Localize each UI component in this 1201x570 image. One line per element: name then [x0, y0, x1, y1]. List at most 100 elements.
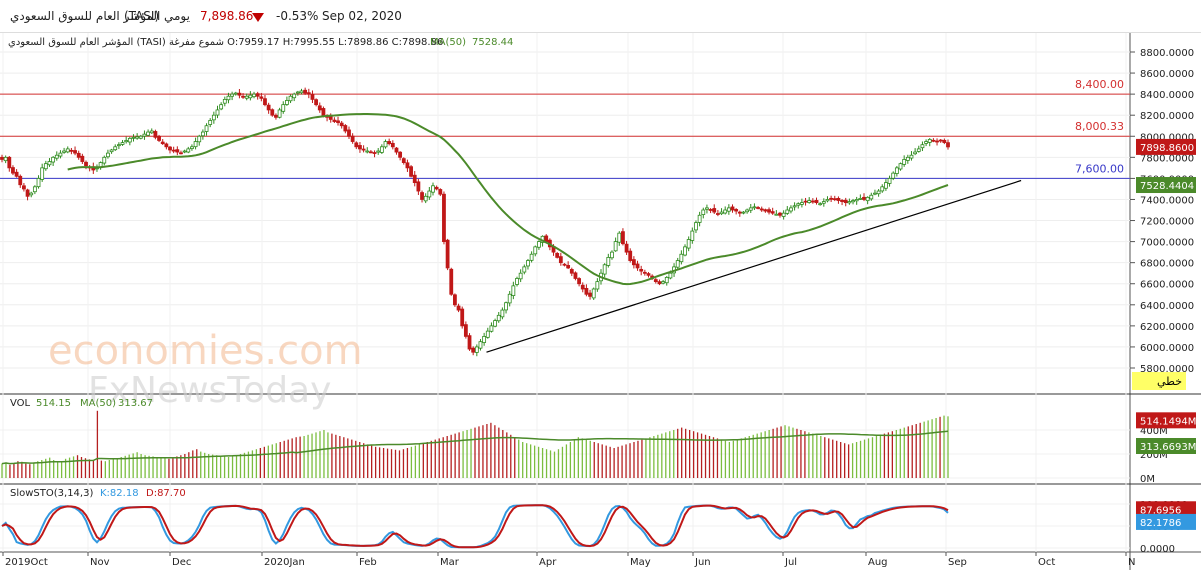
candle-body — [25, 189, 30, 197]
candle-body — [369, 151, 373, 154]
candle-body — [43, 163, 48, 170]
candle-body — [65, 148, 70, 153]
candle-body — [241, 95, 245, 98]
candle-body — [566, 265, 571, 269]
candle-body — [73, 150, 77, 154]
price-tick-label: 7800.0000 — [1140, 153, 1194, 164]
candle-body — [694, 222, 698, 231]
price-tick-label: 7000.0000 — [1140, 238, 1194, 249]
volume-ma-label: MA(50) — [80, 398, 116, 409]
candle-body — [463, 324, 468, 337]
time-tick-label: Dec — [172, 557, 191, 568]
candle-body — [270, 109, 275, 116]
price-tick-label: 8800.0000 — [1140, 48, 1194, 59]
candle-body — [179, 152, 183, 155]
candle-body — [726, 207, 731, 212]
candle-body — [847, 201, 852, 204]
price-tick-label: 6800.0000 — [1140, 259, 1194, 270]
candle-body — [266, 104, 271, 111]
candle-body — [69, 149, 74, 152]
volume-legend-label: VOL — [10, 398, 31, 409]
candle-body — [219, 104, 224, 110]
candle-body — [248, 94, 253, 99]
candle-body — [759, 208, 764, 211]
candle-body — [18, 175, 23, 186]
stoch-tick-label: 0.0000 — [1140, 544, 1175, 555]
level-label: 7,600.00 — [1075, 162, 1124, 175]
candle-body — [62, 150, 66, 153]
time-tick-label: Oct — [1038, 557, 1055, 568]
candle-body — [873, 192, 877, 195]
candle-body — [365, 150, 370, 153]
price-panel[interactable] — [0, 33, 1130, 394]
candle-body — [190, 146, 194, 149]
candle-body — [460, 308, 465, 327]
candle-body — [310, 94, 315, 100]
stoch-k-tag: 82.1786 — [1140, 518, 1181, 529]
time-tick-label: 2019Oct — [5, 557, 48, 568]
candle-body — [905, 156, 910, 161]
volume-bars — [1, 410, 949, 478]
candle-body — [723, 209, 728, 214]
candle-body — [628, 250, 633, 261]
line-tool-tag[interactable] — [1132, 372, 1186, 390]
candle-body — [412, 174, 417, 184]
candle-body — [58, 152, 63, 157]
candle-body — [427, 190, 432, 198]
stoch-k-tag-box — [1136, 513, 1196, 530]
candle-body — [54, 154, 59, 159]
candle-body — [617, 232, 622, 243]
price-tick-label: 8600.0000 — [1140, 69, 1194, 80]
candle-body — [252, 93, 256, 98]
candle-body — [705, 207, 709, 210]
candle-body — [734, 209, 739, 212]
candle-body — [116, 144, 121, 147]
candle-body — [778, 212, 782, 216]
candle-body — [573, 272, 578, 279]
candle-body — [127, 137, 132, 143]
candle-body — [770, 211, 775, 214]
candle-body — [237, 92, 242, 96]
candle-body — [420, 192, 424, 200]
volume-axis: 400M 200M 0M — [0, 426, 1168, 485]
candle-body — [124, 140, 129, 143]
candle-body — [869, 194, 874, 200]
ma50-line — [67, 113, 949, 286]
candle-body — [372, 152, 377, 154]
candle-body — [142, 133, 147, 137]
price-tick-label: 8200.0000 — [1140, 111, 1194, 122]
candle-body — [774, 213, 779, 216]
candle-body — [153, 131, 158, 138]
candle-body — [880, 186, 885, 192]
volume-tick-label: 0M — [1140, 474, 1155, 485]
price-tick-label: 6200.0000 — [1140, 322, 1194, 333]
candle-body — [259, 96, 264, 99]
candle-body — [3, 156, 8, 162]
ma-legend-value: 7528.44 — [472, 37, 513, 48]
candle-body — [328, 116, 333, 120]
candle-body — [836, 197, 841, 201]
level-label: 8,400.00 — [1075, 78, 1124, 91]
period: يومي — [164, 9, 190, 23]
stoch-d-tag-box — [1136, 501, 1196, 518]
candle-body — [120, 142, 125, 145]
candle-body — [14, 171, 19, 177]
price-tick-label: 6600.0000 — [1140, 280, 1194, 291]
time-tick-label: May — [630, 557, 651, 568]
candle-body — [292, 93, 297, 99]
candle-body — [149, 130, 154, 134]
trend-line[interactable] — [486, 179, 1022, 353]
candle-body — [204, 125, 209, 132]
candle-body — [511, 285, 516, 296]
candle-body — [927, 139, 932, 143]
axis-tags: 7898.8600 7528.4404 514.1494M 313.6693M 87.6… — [1136, 138, 1196, 530]
candle-body — [350, 135, 355, 142]
volume-tag: 514.1494M — [1140, 416, 1196, 427]
volume-legend-value: 514.15 — [36, 398, 71, 409]
candle-body — [537, 241, 541, 248]
candle-body — [756, 207, 760, 209]
price-tick-label: 8400.0000 — [1140, 90, 1194, 101]
volume-ma-value: 313.67 — [118, 398, 153, 409]
candle-body — [482, 335, 487, 343]
